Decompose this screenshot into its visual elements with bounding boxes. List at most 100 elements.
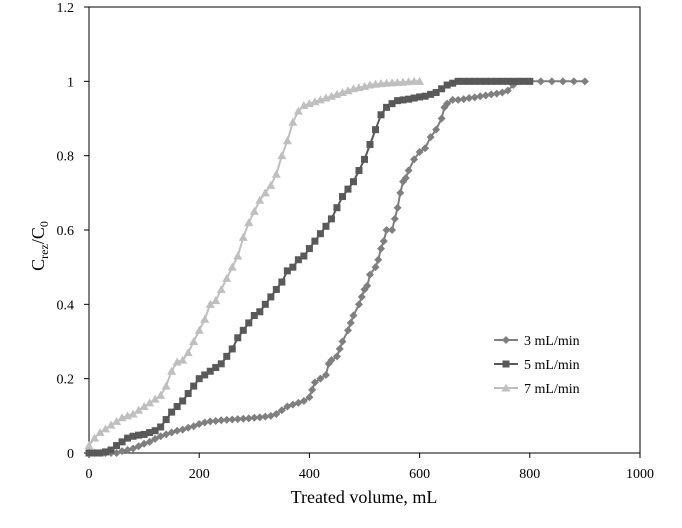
x-tick-label: 800 bbox=[519, 467, 540, 482]
data-point-5-ml-min bbox=[416, 93, 424, 101]
data-point-3-ml-min bbox=[404, 166, 413, 175]
data-point-3-ml-min bbox=[454, 95, 463, 104]
data-point-7-ml-min bbox=[161, 381, 171, 390]
series-layer bbox=[84, 76, 589, 457]
data-point-5-ml-min bbox=[355, 167, 363, 175]
data-point-7-ml-min bbox=[238, 232, 248, 241]
data-point-3-ml-min bbox=[250, 413, 259, 422]
data-point-5-ml-min bbox=[504, 77, 512, 85]
data-point-5-ml-min bbox=[173, 403, 181, 411]
data-point-3-ml-min bbox=[277, 406, 286, 415]
data-point-5-ml-min bbox=[85, 449, 93, 457]
y-axis-title-sub2: 0 bbox=[37, 221, 51, 227]
data-point-5-ml-min bbox=[526, 77, 534, 85]
data-point-3-ml-min bbox=[421, 144, 430, 153]
data-point-3-ml-min bbox=[228, 415, 237, 424]
data-point-3-ml-min bbox=[184, 423, 193, 432]
data-point-5-ml-min bbox=[372, 126, 380, 134]
data-point-3-ml-min bbox=[396, 188, 405, 197]
data-point-3-ml-min bbox=[308, 385, 317, 394]
data-point-5-ml-min bbox=[267, 293, 275, 301]
data-point-3-ml-min bbox=[481, 91, 490, 100]
data-point-3-ml-min bbox=[382, 226, 391, 234]
data-point-7-ml-min bbox=[156, 390, 166, 399]
data-point-5-ml-min bbox=[239, 326, 247, 334]
data-point-7-ml-min bbox=[216, 284, 226, 293]
data-point-7-ml-min bbox=[84, 441, 94, 450]
data-point-3-ml-min bbox=[134, 442, 143, 451]
data-point-5-ml-min bbox=[245, 319, 253, 327]
data-point-3-ml-min bbox=[346, 318, 355, 327]
data-point-5-ml-min bbox=[157, 423, 165, 431]
data-point-5-ml-min bbox=[383, 103, 391, 111]
data-point-3-ml-min bbox=[443, 99, 452, 108]
y-axis-title-sub1: rez bbox=[37, 244, 51, 259]
data-point-5-ml-min bbox=[305, 245, 313, 253]
legend-marker-7-ml-min bbox=[501, 383, 511, 392]
data-point-7-ml-min bbox=[255, 195, 265, 204]
data-point-5-ml-min bbox=[361, 155, 368, 163]
data-point-3-ml-min bbox=[195, 420, 204, 429]
data-point-5-ml-min bbox=[272, 285, 280, 293]
data-point-3-ml-min bbox=[426, 133, 435, 142]
data-point-7-ml-min bbox=[183, 348, 193, 357]
data-point-3-ml-min bbox=[338, 337, 347, 346]
data-point-5-ml-min bbox=[311, 237, 319, 245]
data-point-7-ml-min bbox=[112, 416, 122, 425]
data-point-5-ml-min bbox=[228, 345, 236, 353]
data-point-5-ml-min bbox=[316, 230, 324, 238]
data-point-3-ml-min bbox=[123, 446, 132, 455]
data-point-3-ml-min bbox=[547, 77, 556, 86]
data-point-5-ml-min bbox=[366, 141, 374, 149]
data-point-3-ml-min bbox=[321, 370, 330, 379]
data-point-7-ml-min bbox=[227, 262, 237, 271]
data-point-5-ml-min bbox=[223, 352, 231, 360]
data-point-3-ml-min bbox=[410, 155, 419, 164]
data-point-3-ml-min bbox=[272, 409, 281, 418]
data-point-5-ml-min bbox=[482, 77, 490, 85]
data-point-3-ml-min bbox=[432, 125, 441, 134]
data-point-5-ml-min bbox=[405, 95, 413, 103]
data-point-5-ml-min bbox=[377, 111, 385, 119]
data-point-3-ml-min bbox=[332, 352, 341, 361]
data-point-3-ml-min bbox=[261, 412, 270, 421]
data-point-3-ml-min bbox=[206, 417, 215, 426]
data-point-5-ml-min bbox=[217, 360, 225, 368]
data-point-5-ml-min bbox=[289, 263, 297, 271]
data-point-3-ml-min bbox=[492, 89, 501, 98]
data-point-5-ml-min bbox=[278, 278, 286, 286]
data-point-5-ml-min bbox=[498, 77, 506, 85]
data-point-5-ml-min bbox=[146, 429, 154, 437]
data-point-7-ml-min bbox=[211, 296, 221, 305]
data-point-5-ml-min bbox=[151, 427, 159, 435]
data-point-3-ml-min bbox=[316, 374, 325, 383]
data-point-3-ml-min bbox=[310, 378, 319, 387]
data-point-5-ml-min bbox=[432, 88, 440, 96]
data-point-5-ml-min bbox=[300, 252, 308, 260]
data-point-3-ml-min bbox=[354, 300, 363, 309]
y-axis-title-sep: /C bbox=[28, 227, 48, 244]
data-point-3-ml-min bbox=[366, 270, 375, 279]
data-point-3-ml-min bbox=[173, 426, 182, 435]
data-point-5-ml-min bbox=[509, 77, 517, 85]
x-axis-title: Treated volume, mL bbox=[291, 487, 438, 507]
data-point-5-ml-min bbox=[250, 311, 258, 319]
data-point-3-ml-min bbox=[255, 413, 264, 422]
y-tick-label: 1 bbox=[67, 75, 74, 90]
x-tick-label: 600 bbox=[409, 467, 430, 482]
data-point-3-ml-min bbox=[448, 95, 457, 104]
data-point-3-ml-min bbox=[377, 244, 386, 253]
data-point-5-ml-min bbox=[261, 300, 269, 308]
data-point-5-ml-min bbox=[256, 308, 264, 316]
data-point-5-ml-min bbox=[438, 85, 446, 93]
data-point-5-ml-min bbox=[91, 449, 99, 457]
data-point-3-ml-min bbox=[569, 77, 578, 86]
data-point-7-ml-min bbox=[95, 428, 105, 437]
data-point-5-ml-min bbox=[135, 431, 143, 439]
data-point-3-ml-min bbox=[503, 86, 512, 95]
data-point-5-ml-min bbox=[394, 97, 402, 105]
legend-label-7-ml-min: 7 mL/min bbox=[524, 382, 580, 397]
legend-marker-3-ml-min bbox=[502, 336, 510, 344]
legend-marker-5-ml-min bbox=[502, 360, 510, 368]
